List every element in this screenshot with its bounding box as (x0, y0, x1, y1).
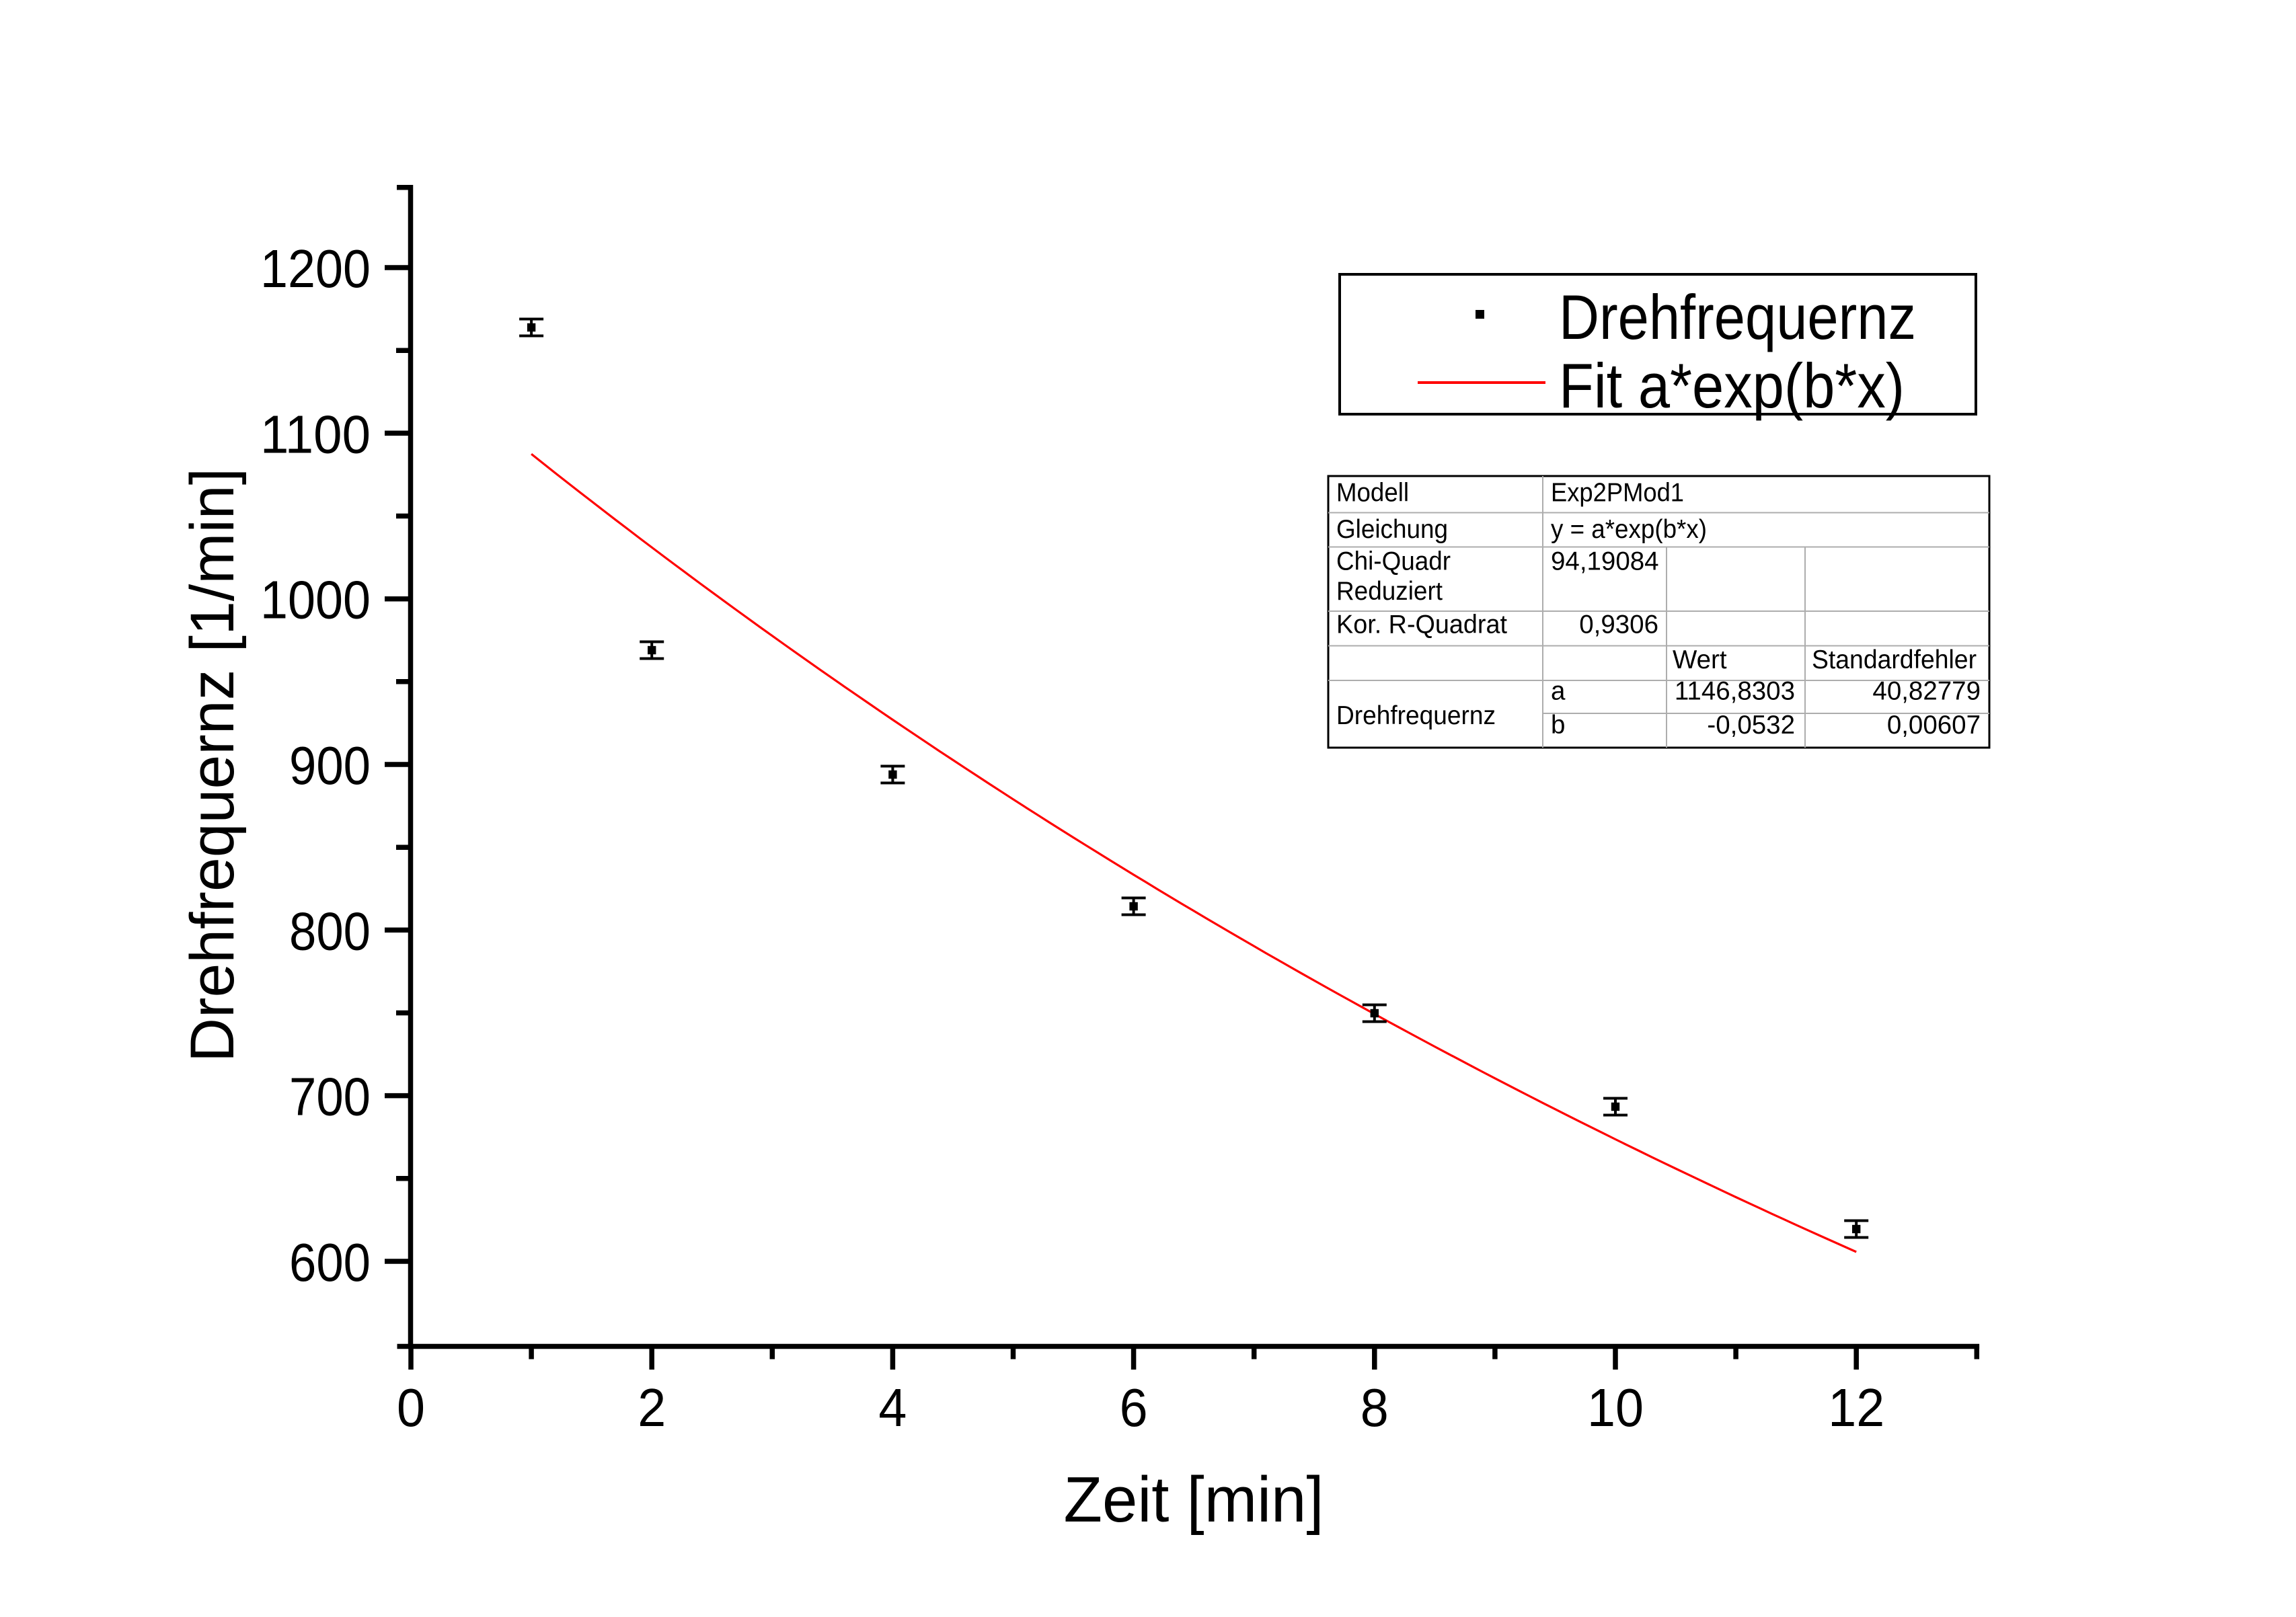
svg-text:1146,8303: 1146,8303 (1675, 677, 1795, 706)
svg-text:Chi-Quadr: Chi-Quadr (1336, 547, 1451, 576)
svg-text:Reduziert: Reduziert (1336, 577, 1443, 606)
svg-text:6: 6 (1120, 1378, 1148, 1437)
svg-text:8: 8 (1361, 1378, 1389, 1437)
svg-text:10: 10 (1587, 1378, 1644, 1437)
svg-text:Drehfrequernz: Drehfrequernz (1559, 282, 1916, 352)
svg-text:Fit a*exp(b*x): Fit a*exp(b*x) (1559, 350, 1905, 421)
svg-text:94,19084: 94,19084 (1551, 547, 1659, 576)
svg-text:Standardfehler: Standardfehler (1812, 645, 1977, 674)
svg-text:600: 600 (289, 1232, 371, 1292)
svg-text:800: 800 (289, 901, 371, 961)
svg-text:1200: 1200 (260, 239, 371, 299)
svg-text:Exp2PMod1: Exp2PMod1 (1551, 479, 1684, 508)
svg-text:40,82779: 40,82779 (1872, 677, 1981, 706)
svg-text:4: 4 (878, 1378, 907, 1437)
svg-text:-0,0532: -0,0532 (1707, 711, 1795, 740)
svg-text:Drehfrequernz: Drehfrequernz (1336, 701, 1496, 730)
svg-text:y = a*exp(b*x): y = a*exp(b*x) (1551, 515, 1707, 544)
svg-text:0: 0 (397, 1378, 425, 1437)
svg-text:12: 12 (1828, 1378, 1884, 1437)
svg-text:Zeit [min]: Zeit [min] (1064, 1464, 1324, 1536)
svg-text:Modell: Modell (1336, 479, 1409, 508)
svg-text:Drehfrequernz [1/min]: Drehfrequernz [1/min] (178, 468, 247, 1062)
svg-text:700: 700 (289, 1067, 371, 1127)
svg-text:Kor. R-Quadrat: Kor. R-Quadrat (1336, 610, 1507, 639)
svg-text:0,00607: 0,00607 (1887, 711, 1981, 740)
svg-text:Wert: Wert (1673, 645, 1727, 674)
svg-text:1000: 1000 (260, 570, 371, 630)
svg-text:Gleichung: Gleichung (1336, 515, 1448, 544)
svg-text:1100: 1100 (260, 404, 371, 464)
svg-text:2: 2 (638, 1378, 666, 1437)
svg-text:b: b (1551, 711, 1565, 740)
svg-text:900: 900 (289, 736, 371, 795)
svg-text:0,9306: 0,9306 (1579, 610, 1658, 639)
svg-text:a: a (1551, 677, 1566, 706)
